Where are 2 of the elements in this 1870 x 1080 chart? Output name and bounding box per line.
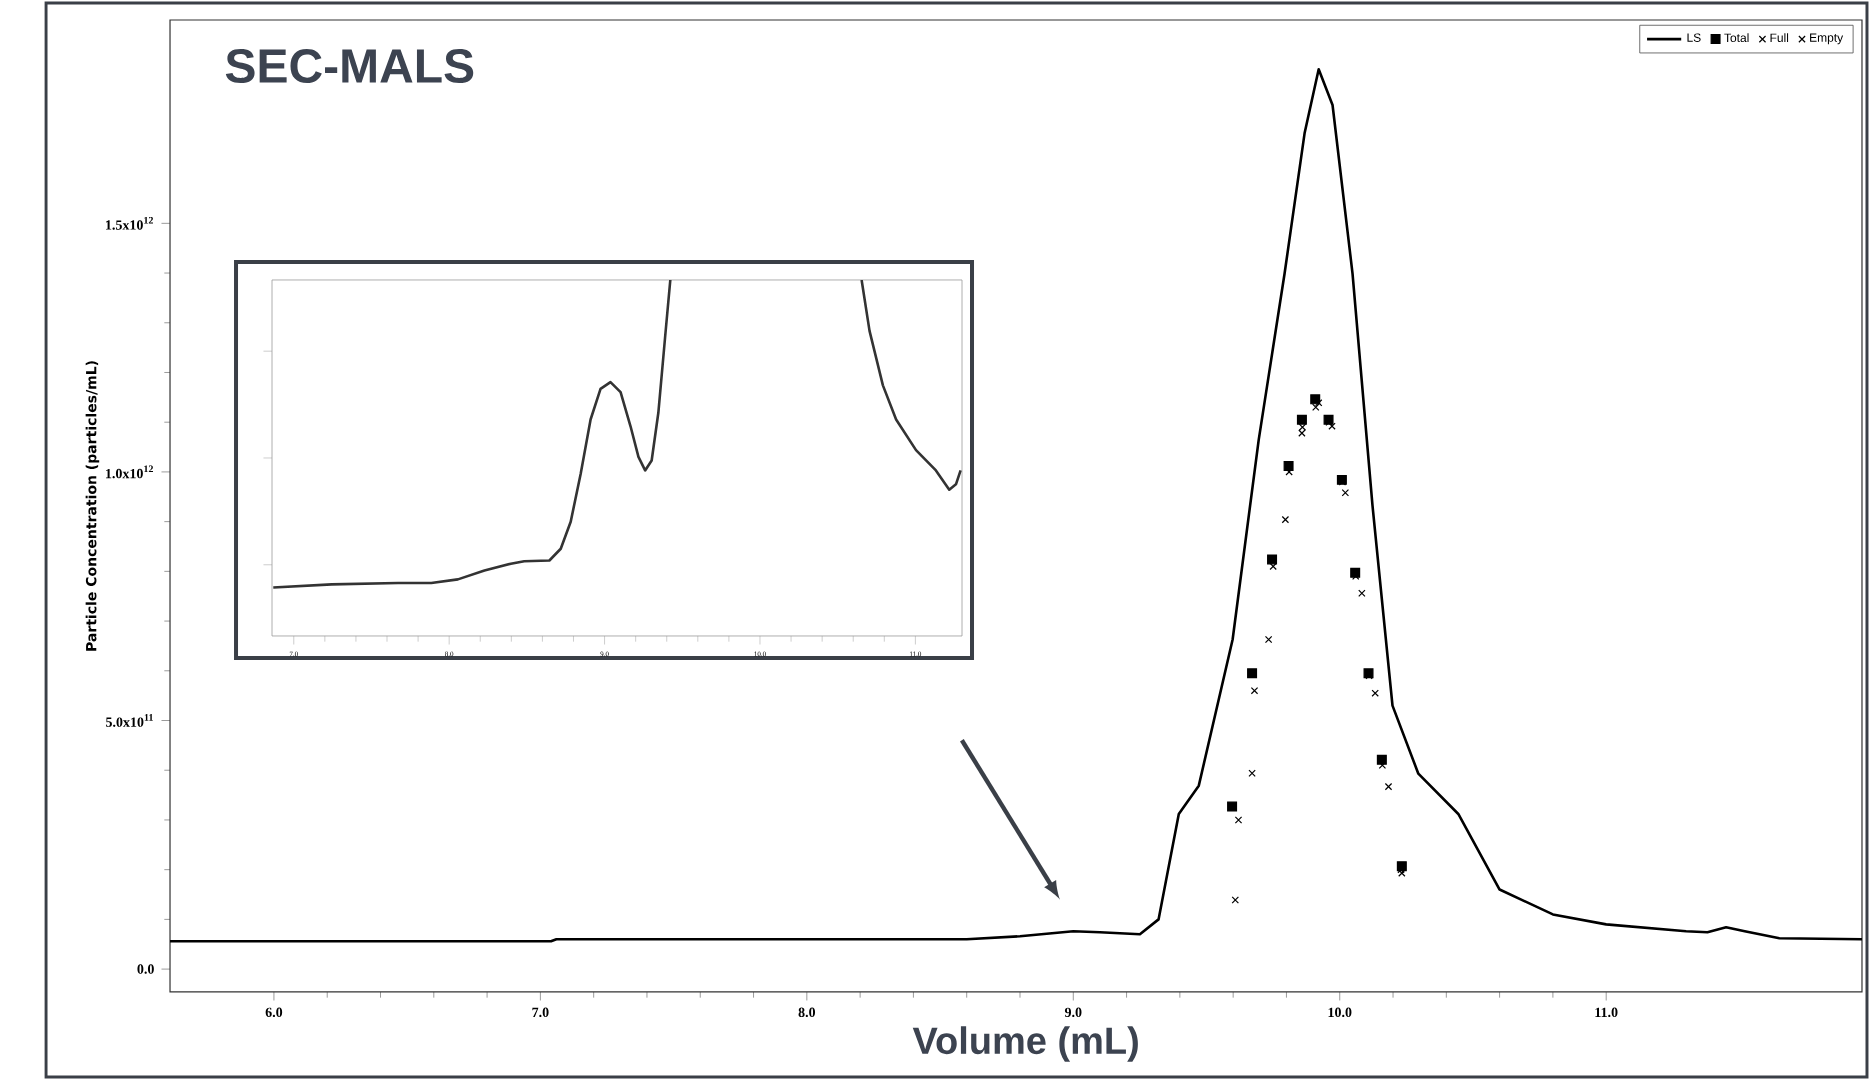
x-axis-title: Volume (mL) xyxy=(912,1026,1138,1062)
chart-title: SEC-MALS xyxy=(225,49,474,84)
